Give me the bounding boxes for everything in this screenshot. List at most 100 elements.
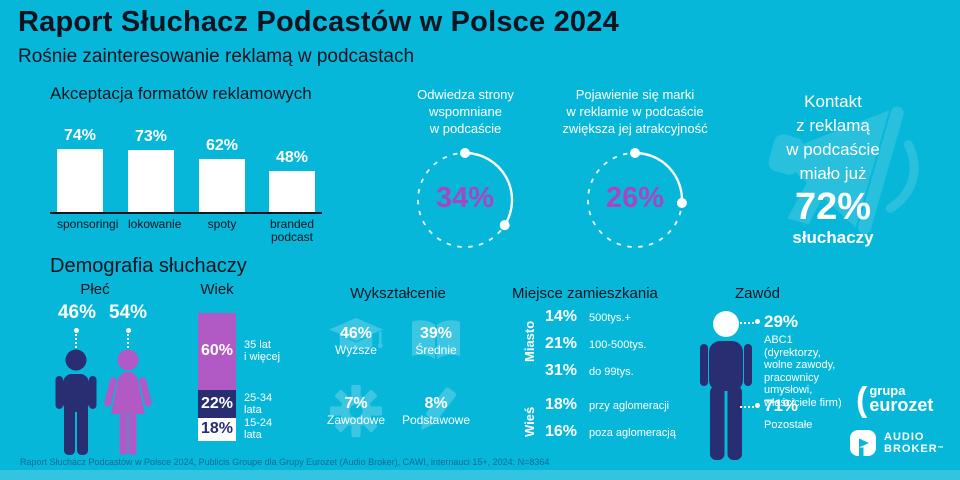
contact-stat-text: Kontakt z reklamą w podcaście miało już: [786, 92, 880, 183]
residence-row: 21% 100-500tys.: [545, 335, 646, 353]
bar: [128, 149, 174, 212]
contact-stat-value: 72%: [794, 186, 872, 228]
residence-village-group-label: Wieś: [522, 406, 537, 437]
page-subtitle: Rośnie zainteresowanie reklamą w podcast…: [18, 46, 415, 67]
residence-value: 14%: [545, 308, 578, 325]
education-value: 8%: [424, 395, 448, 412]
gauge-arc: [464, 151, 514, 226]
residence-label: 500tys.+: [589, 312, 631, 324]
eurozet-paren-mark: (: [856, 381, 868, 419]
residence-row: 16% poza aglomeracją: [545, 423, 676, 441]
connector-dotted-line: [740, 406, 754, 408]
bar-lokowanie: 73%: [128, 120, 174, 212]
open-book-icon: [411, 320, 461, 361]
page-title: Raport Słuchacz Podcastów w Polsce 2024: [18, 6, 619, 38]
bar: [57, 149, 103, 212]
gauge-value: 34%: [435, 182, 495, 214]
gauge-dot: [499, 220, 510, 231]
eurozet-logo-line1: grupa: [869, 383, 906, 398]
bar-category-label: spoty: [207, 217, 237, 231]
bar: [199, 159, 245, 212]
contact-stat-block: Kontakt z reklamą w podcaście miało już …: [758, 90, 908, 248]
gauge-brand-attractiveness: 26%: [580, 145, 690, 255]
gauge-title-brand-attractiveness: Pojawienie się marki w reklamie w podcaś…: [562, 87, 708, 136]
education-label: Wyższe: [335, 343, 377, 357]
residence-label: 100-500tys.: [589, 339, 647, 351]
bar-value-label: 73%: [134, 127, 168, 145]
connector-dotted-line: [127, 334, 129, 352]
gauge-dot: [676, 197, 687, 208]
gauge-dot: [460, 148, 470, 158]
age-category-label: 35 lat i więcej: [244, 339, 281, 363]
person-icon: [700, 311, 752, 460]
education-section-label: Wykształcenie: [350, 285, 446, 302]
connector-dot: [74, 328, 79, 333]
residence-row: 14% 500tys.+: [545, 308, 631, 326]
gender-section-label: Płeć: [80, 281, 110, 298]
bar-value-label: 62%: [205, 137, 239, 155]
bar-category-label: branded podcast: [269, 217, 315, 244]
gauge-dot: [630, 148, 640, 158]
audio-broker-mark-icon: [850, 430, 876, 456]
bar-branded-podcast: 48%: [269, 120, 315, 212]
education-item-srednie: 39% Średnie: [398, 308, 474, 374]
gauge-arc: [634, 151, 684, 204]
age-segment-value: 22%: [200, 394, 234, 412]
eurozet-logo-line2: eurozet: [869, 395, 934, 415]
education-label: Podstawowe: [401, 413, 471, 427]
gender-male-value: 46%: [57, 302, 97, 323]
bar-category-label: sponsoringi: [57, 217, 119, 231]
occupation-abc1-value: 29%: [764, 312, 799, 331]
connector-dot: [755, 403, 760, 408]
occupation-section-label: Zawód: [735, 285, 781, 302]
residence-value: 21%: [545, 335, 578, 352]
age-segment-value: 18%: [200, 420, 234, 438]
bar-value-label: 48%: [275, 149, 309, 167]
gauge-title-site-visits: Odwiedza strony wspomniane w podcaście: [417, 87, 514, 136]
bar-spoty: 62%: [199, 120, 245, 212]
education-value: 46%: [339, 325, 373, 342]
age-category-label: 15-24 lata: [244, 417, 273, 441]
bar-value-label: 74%: [63, 127, 97, 145]
female-icon: [104, 349, 152, 455]
connector-dot: [126, 328, 131, 333]
chart-baseline: [50, 212, 322, 214]
education-label: Średnie: [415, 343, 457, 357]
audio-broker-line2: BROKER: [884, 443, 938, 455]
connector-dot: [755, 319, 760, 324]
age-segment-35plus: 60%: [198, 313, 236, 390]
age-segment-15-24: 18%: [198, 417, 236, 441]
education-label: Zawodowe: [326, 413, 386, 427]
gear-icon: [329, 384, 383, 438]
residence-value: 31%: [545, 362, 578, 379]
pencil-icon: [421, 387, 457, 431]
audio-broker-line1: AUDIO: [884, 431, 925, 443]
gauge-site-visits: 34%: [410, 145, 520, 255]
gauge-ring: [417, 148, 514, 248]
education-item-zawodowe: 7% Zawodowe: [318, 378, 394, 444]
connector-dotted-line: [75, 334, 77, 352]
gender-female-value: 54%: [108, 302, 148, 323]
residence-value: 18%: [545, 396, 578, 413]
megaphone-icon: [768, 106, 919, 234]
age-segment-value: 60%: [200, 342, 234, 360]
occupation-other-value: 71%: [764, 396, 799, 415]
age-stacked-bar: 60% 22% 18%: [198, 313, 236, 441]
trademark-mark: ™: [937, 446, 945, 452]
age-section-label: Wiek: [200, 281, 234, 298]
occupation-abc1-label: ABC1 (dyrektorzy, wolne zawody, pracowni…: [764, 334, 842, 409]
education-value: 39%: [419, 325, 453, 342]
residence-value: 16%: [545, 423, 578, 440]
education-value: 7%: [344, 395, 368, 412]
education-item-wyzsze: 46% Wyższe: [318, 308, 394, 374]
source-footnote: Raport Słuchacz Podcastów w Polsce 2024,…: [20, 457, 550, 467]
bar-sponsoringi: 74%: [57, 120, 103, 212]
residence-row: 18% przy aglomeracji: [545, 396, 669, 414]
age-category-label: 25-34 lata: [244, 392, 273, 416]
bar: [269, 171, 315, 212]
gauge-value: 26%: [605, 182, 665, 214]
residence-label: poza aglomeracją: [589, 427, 676, 439]
residence-section-label: Miejsce zamieszkania: [512, 285, 658, 302]
audio-broker-logo: AUDIO BROKER™: [850, 430, 945, 456]
